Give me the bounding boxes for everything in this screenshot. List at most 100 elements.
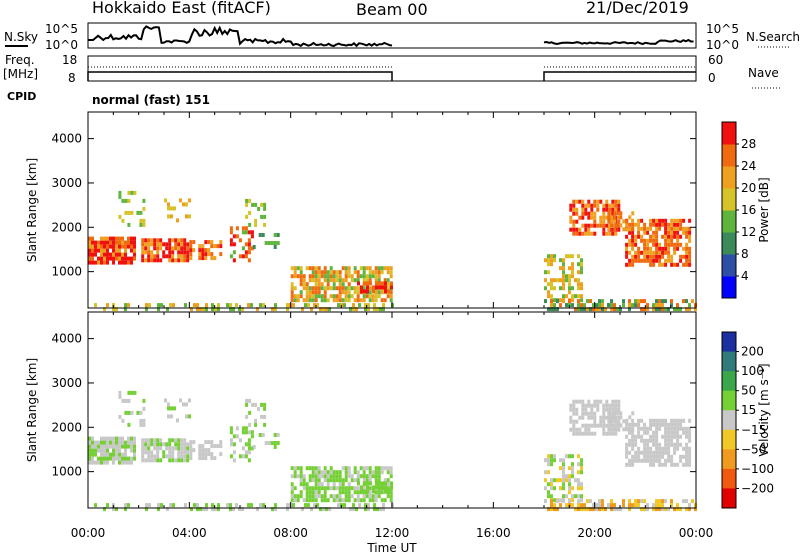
power-cell bbox=[679, 307, 682, 312]
power-cell bbox=[109, 240, 112, 245]
velocity-cell bbox=[553, 507, 556, 512]
power-cell bbox=[335, 274, 339, 279]
power-cell bbox=[241, 230, 245, 235]
velocity-cell bbox=[347, 486, 351, 491]
velocity-cell bbox=[217, 503, 220, 508]
velocity-cell bbox=[547, 490, 550, 495]
velocity-cell bbox=[352, 503, 355, 508]
power-cell bbox=[263, 222, 267, 227]
power-cell bbox=[667, 258, 671, 263]
velocity-cell bbox=[238, 438, 242, 443]
velocity-cell bbox=[204, 456, 208, 461]
power-cell bbox=[229, 238, 233, 243]
velocity-cell bbox=[384, 481, 387, 486]
power-cell bbox=[91, 244, 94, 249]
velocity-cell bbox=[260, 402, 264, 407]
power-cell bbox=[118, 248, 121, 253]
velocity-cell bbox=[685, 442, 689, 447]
power-cell bbox=[338, 270, 342, 275]
velocity-cell bbox=[599, 399, 603, 404]
colorbar-segment bbox=[722, 410, 736, 431]
power-cell bbox=[238, 307, 241, 312]
power-cell bbox=[613, 227, 617, 232]
velocity-cell bbox=[316, 503, 319, 508]
velocity-cell bbox=[332, 498, 336, 503]
velocity-cell bbox=[263, 422, 267, 427]
power-cell bbox=[141, 250, 145, 255]
velocity-cell bbox=[133, 436, 136, 441]
velocity-cell bbox=[610, 499, 613, 504]
power-cell bbox=[207, 240, 211, 245]
velocity-cell bbox=[670, 434, 674, 439]
velocity-cell bbox=[634, 458, 638, 463]
velocity-cell bbox=[649, 462, 653, 467]
colorbar-segment bbox=[722, 254, 736, 277]
power-cell bbox=[352, 303, 355, 308]
velocity-cell bbox=[602, 403, 606, 408]
velocity-cell bbox=[646, 446, 650, 451]
power-cell bbox=[661, 234, 665, 239]
velocity-cell bbox=[311, 474, 315, 479]
velocity-cell bbox=[97, 456, 100, 461]
power-cell bbox=[390, 285, 393, 290]
power-cell bbox=[347, 282, 351, 287]
power-cell bbox=[124, 260, 127, 265]
power-cell bbox=[88, 236, 91, 241]
power-cell bbox=[264, 241, 268, 245]
velocity-cell bbox=[153, 454, 157, 459]
velocity-cell bbox=[198, 452, 202, 457]
power-cell bbox=[559, 266, 562, 271]
power-cell bbox=[270, 241, 274, 245]
power-cell bbox=[176, 218, 179, 223]
velocity-cell bbox=[595, 503, 598, 508]
power-cell bbox=[625, 242, 629, 247]
velocity-cell bbox=[604, 507, 607, 512]
power-cell bbox=[350, 278, 354, 283]
colorbar-tick-label: 50 bbox=[741, 384, 756, 398]
power-cell bbox=[241, 246, 245, 251]
velocity-cell bbox=[362, 486, 366, 491]
power-cell bbox=[305, 282, 309, 287]
power-cell bbox=[144, 238, 148, 243]
power-cell bbox=[115, 236, 118, 241]
power-cell bbox=[213, 256, 217, 261]
power-cell bbox=[121, 218, 125, 223]
velocity-cell bbox=[308, 490, 312, 495]
velocity-cell bbox=[159, 442, 163, 447]
velocity-cell bbox=[640, 499, 643, 504]
time-tick-label: 00:00 bbox=[71, 526, 106, 540]
velocity-cell bbox=[302, 498, 306, 503]
power-cell bbox=[670, 254, 674, 259]
velocity-cell bbox=[311, 494, 315, 499]
velocity-cell bbox=[317, 482, 321, 487]
velocity-cell bbox=[617, 419, 621, 424]
power-cell bbox=[169, 303, 172, 308]
velocity-cell bbox=[664, 438, 668, 443]
velocity-cell bbox=[688, 458, 692, 463]
velocity-cell bbox=[229, 430, 233, 435]
velocity-cell bbox=[124, 410, 128, 415]
velocity-cell bbox=[634, 422, 638, 427]
velocity-cell bbox=[577, 470, 580, 475]
velocity-cell bbox=[577, 499, 580, 504]
velocity-cell bbox=[304, 503, 307, 508]
velocity-cell bbox=[578, 399, 582, 404]
power-cell bbox=[670, 218, 674, 223]
power-cell bbox=[326, 286, 330, 291]
power-cell bbox=[688, 218, 692, 223]
power-cell bbox=[166, 307, 169, 312]
velocity-cell bbox=[589, 507, 592, 512]
colorbar-tick-label: 8 bbox=[741, 247, 749, 261]
velocity-cell bbox=[166, 507, 169, 512]
velocity-cell bbox=[353, 490, 357, 495]
power-cell bbox=[106, 244, 109, 249]
power-cell bbox=[314, 274, 318, 279]
velocity-cell bbox=[335, 494, 339, 499]
velocity-cell bbox=[625, 434, 629, 439]
velocity-cell bbox=[601, 499, 604, 504]
power-cell bbox=[643, 307, 646, 312]
velocity-cell bbox=[362, 494, 366, 499]
velocity-cell bbox=[263, 406, 267, 411]
velocity-cell bbox=[664, 458, 668, 463]
velocity-cell bbox=[617, 427, 621, 432]
